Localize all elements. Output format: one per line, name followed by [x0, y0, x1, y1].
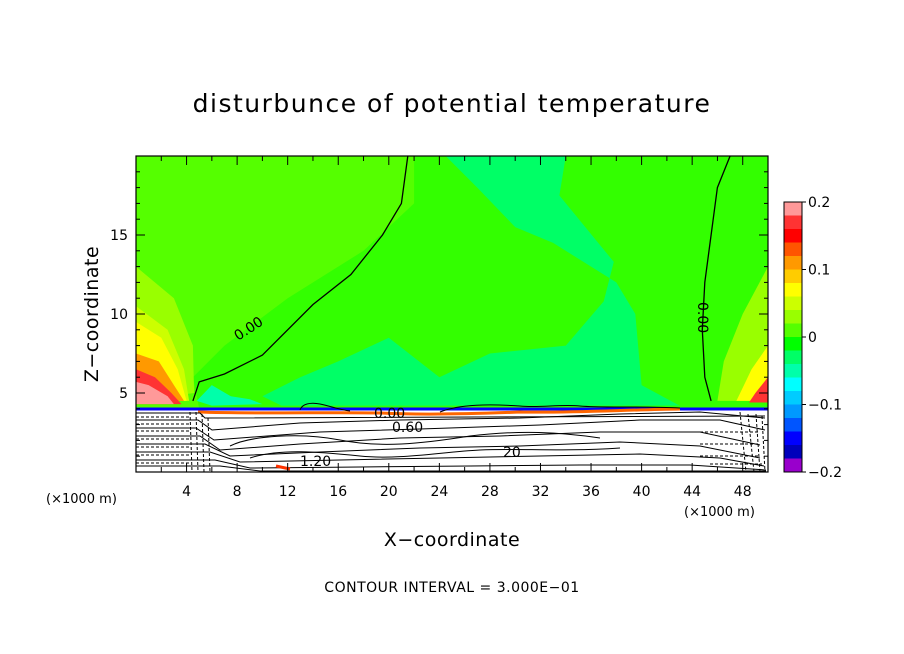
y-axis-title: Z−coordinate — [81, 246, 103, 382]
colorbar-swatch — [784, 310, 802, 324]
x-tick-label: 40 — [633, 484, 651, 500]
x-tick-label: 12 — [279, 484, 297, 500]
colorbar-swatch — [784, 418, 802, 432]
contour-interval-note: CONTOUR INTERVAL = 3.000E−01 — [324, 580, 579, 596]
y-tick-labels: 5 10 15 — [110, 228, 128, 402]
colorbar-swatch — [784, 283, 802, 297]
contour-label: 1.20 — [300, 454, 331, 470]
colorbar-swatch — [784, 202, 802, 216]
filled-contours — [136, 156, 768, 409]
lower-contour-line — [136, 411, 766, 431]
y-tick-label: 10 — [110, 307, 128, 323]
x-tick-label: 20 — [380, 484, 398, 500]
contour-label: 20 — [503, 445, 521, 461]
colorbar-swatch — [784, 256, 802, 270]
colorbar-swatch — [784, 404, 802, 419]
colorbar-swatch — [784, 377, 802, 392]
plot-area: 0.00 0.00 0.00 0.60 1.20 20 — [135, 155, 769, 473]
dashed-contour-lines — [136, 416, 190, 464]
colorbar-swatch — [784, 323, 802, 338]
colorbar-label: −0.2 — [808, 465, 842, 481]
x-tick-label: 4 — [182, 484, 191, 500]
lower-contour-line — [136, 431, 761, 451]
lower-contour-line — [136, 451, 765, 467]
contour-band — [749, 377, 768, 403]
x-tick-label: 48 — [734, 484, 752, 500]
y-tick-label: 5 — [119, 386, 128, 402]
lower-layer — [136, 402, 768, 472]
colorbar-swatch — [784, 229, 802, 243]
colorbar-swatch — [784, 364, 802, 378]
y-tick-label: 15 — [110, 228, 128, 244]
chart-title: disturbunce of potential temperature — [193, 89, 712, 118]
x-tick-labels: 4 8 12 16 20 24 28 32 36 40 44 48 — [182, 484, 752, 500]
contour-line — [701, 156, 731, 402]
colorbar-swatch — [784, 431, 802, 446]
lower-contour-line — [136, 441, 761, 459]
x-tick-label: 8 — [233, 484, 242, 500]
colorbar-swatch — [784, 350, 802, 365]
contour-label: 0.00 — [694, 302, 710, 333]
contour-band — [262, 156, 680, 406]
colorbar-label: 0.1 — [808, 263, 830, 279]
x-unit-label: (×1000 m) — [684, 505, 755, 520]
x-tick-label: 36 — [582, 484, 600, 500]
lower-contour-line — [229, 431, 601, 447]
colorbar-swatch — [784, 296, 802, 311]
lower-contour-line — [299, 402, 351, 412]
contour-line — [192, 156, 409, 402]
lower-contour-line — [249, 447, 621, 459]
x-tick-label: 24 — [430, 484, 448, 500]
x-tick-label: 28 — [481, 484, 499, 500]
dashed-contour-lines — [700, 431, 762, 465]
lower-contour-line — [136, 465, 766, 472]
colorbar-labels: 0.2 0.1 0 −0.1 −0.2 — [802, 195, 842, 481]
colorbar-label: −0.1 — [808, 398, 842, 414]
colorbar-swatch — [784, 445, 802, 459]
x-tick-label: 16 — [329, 484, 347, 500]
contour-label: 0.60 — [392, 420, 423, 436]
contour-band — [736, 345, 768, 401]
colorbar-swatches — [784, 202, 802, 473]
lower-contour-line — [439, 404, 681, 413]
axis-ticks — [136, 156, 768, 472]
colorbar-label: 0.2 — [808, 195, 830, 211]
contour-band — [136, 381, 174, 405]
dashed-contour-lines — [739, 411, 766, 472]
colorbar-swatch — [784, 391, 802, 405]
contour-band — [196, 385, 263, 406]
colorbar-swatch — [784, 337, 802, 351]
contour-band — [136, 156, 415, 409]
colorbar: 0.2 0.1 0 −0.1 −0.2 — [783, 195, 842, 481]
x-tick-label: 44 — [683, 484, 701, 500]
dashed-contour-lines — [189, 411, 211, 472]
colorbar-label: 0 — [808, 330, 817, 346]
orange-boundary-line — [197, 407, 681, 416]
colorbar-swatch — [784, 458, 802, 473]
lower-layer-fill — [136, 409, 768, 472]
contour-lines — [192, 156, 731, 402]
contour-label: 0.00 — [374, 406, 405, 422]
x-tick-label: 32 — [532, 484, 550, 500]
lower-contour-line — [136, 459, 767, 471]
x-axis-title: X−coordinate — [384, 529, 520, 551]
colorbar-swatch — [784, 215, 802, 230]
lower-contour-line — [136, 419, 766, 441]
z-unit-label: (×1000 m) — [46, 492, 117, 507]
colorbar-swatch — [784, 242, 802, 257]
colorbar-swatch — [784, 269, 802, 284]
